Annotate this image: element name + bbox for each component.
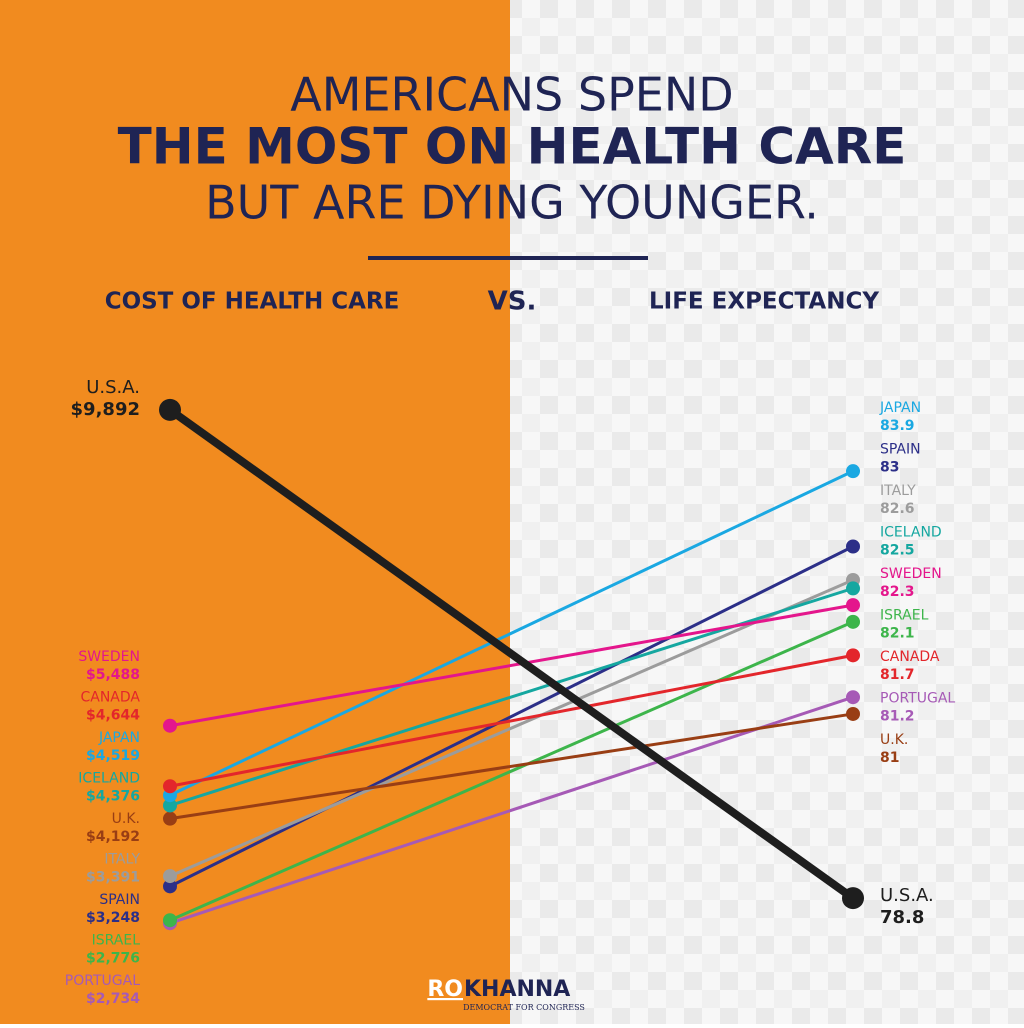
country-label: U.K.: [112, 811, 140, 827]
right-point: [842, 887, 864, 910]
value-label: $3,248: [86, 910, 140, 926]
country-label: ISRAEL: [92, 933, 141, 949]
country-label: SWEDEN: [78, 649, 140, 665]
country-label: ICELAND: [880, 525, 942, 541]
brand: KHANNA: [464, 977, 570, 1002]
left-point: [163, 869, 177, 884]
value-label: 78.8: [880, 907, 924, 928]
country-label: SPAIN: [880, 442, 921, 458]
left-point: [163, 718, 177, 733]
country-label: CANADA: [80, 690, 140, 706]
plot: U.S.A.$9,892U.S.A.78.8SWEDEN$5,488SWEDEN…: [65, 377, 956, 1007]
country-label: JAPAN: [98, 730, 140, 746]
slope-line: [169, 653, 854, 788]
title-line: AMERICANS SPEND: [290, 68, 733, 122]
right-point: [846, 539, 860, 554]
right-point: [846, 614, 860, 629]
value-label: $2,734: [86, 991, 140, 1007]
country-label: U.K.: [880, 732, 908, 748]
title-line: THE MOST ON HEALTH CARE: [118, 118, 907, 176]
country-label: PORTUGAL: [880, 691, 955, 707]
value-label: $4,519: [86, 748, 140, 764]
slope-line: [169, 469, 854, 797]
left-point: [163, 913, 177, 928]
right-point: [846, 464, 860, 479]
left-panel: [0, 0, 510, 1024]
column-heading: LIFE EXPECTANCY: [649, 289, 879, 315]
value-label: $9,892: [71, 399, 140, 420]
slope-line: [169, 578, 854, 878]
value-label: 83.9: [880, 418, 915, 434]
value-label: $2,776: [86, 951, 140, 967]
value-label: $3,391: [86, 870, 140, 886]
vs-label: VS.: [488, 287, 537, 317]
slope-line: [169, 545, 854, 888]
value-label: 82.5: [880, 543, 915, 559]
column-heading: COST OF HEALTH CARE: [105, 289, 400, 315]
right-point: [846, 690, 860, 705]
left-point: [163, 879, 177, 894]
value-label: 82.1: [880, 626, 915, 642]
left-point: [163, 811, 177, 826]
slope-line: [169, 712, 854, 821]
country-label: ICELAND: [78, 771, 140, 787]
right-point: [846, 648, 860, 663]
right-point: [846, 598, 860, 613]
value-label: $5,488: [86, 667, 140, 683]
country-label: JAPAN: [879, 400, 921, 416]
country-label: CANADA: [880, 649, 940, 665]
country-label: ISRAEL: [880, 608, 929, 624]
value-label: $4,192: [86, 829, 140, 845]
slope-line: [167, 406, 856, 902]
left-point: [163, 798, 177, 813]
value-label: 81.2: [880, 709, 915, 725]
title-line: BUT ARE DYING YOUNGER.: [205, 176, 819, 230]
slope-line: [169, 695, 854, 925]
country-label: ITALY: [104, 852, 140, 868]
value-label: 81: [880, 750, 899, 766]
country-label: ITALY: [880, 483, 916, 499]
brand: RO: [427, 977, 463, 1002]
value-label: $4,376: [86, 789, 140, 805]
right-point: [846, 581, 860, 596]
value-label: $4,644: [86, 708, 140, 724]
tagline: DEMOCRAT FOR CONGRESS: [463, 1003, 585, 1012]
country-label: U.S.A.: [880, 885, 934, 906]
value-label: 83: [880, 460, 899, 476]
country-label: SWEDEN: [880, 566, 942, 582]
value-label: 82.6: [880, 501, 915, 517]
right-point: [846, 706, 860, 721]
country-label: PORTUGAL: [65, 973, 140, 989]
left-point: [163, 779, 177, 794]
left-point: [159, 398, 181, 421]
country-label: U.S.A.: [86, 377, 140, 398]
slope-line: [169, 620, 854, 922]
value-label: 81.7: [880, 667, 915, 683]
slope-line: [169, 603, 854, 728]
country-label: SPAIN: [99, 892, 140, 908]
value-label: 82.3: [880, 584, 915, 600]
